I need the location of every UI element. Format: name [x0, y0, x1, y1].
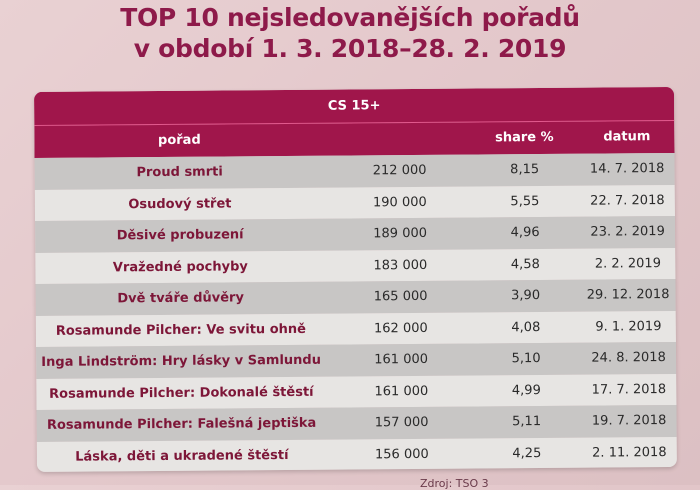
- date: 22. 7. 2018: [590, 192, 665, 209]
- viewers: 183 000: [373, 257, 428, 273]
- viewers: 157 000: [374, 414, 429, 431]
- column-headers: pořad share % datum: [34, 120, 675, 158]
- share: 4,99: [511, 382, 541, 398]
- table-row: Osudový střet 190 000 5,55 22. 7. 2018: [34, 184, 675, 221]
- viewers: 161 000: [374, 383, 429, 399]
- viewers: 190 000: [372, 194, 427, 210]
- share: 5,55: [510, 193, 540, 209]
- share: 4,58: [510, 256, 540, 272]
- title-line-2: v období 1. 3. 2018–28. 2. 2019: [133, 34, 567, 63]
- viewers: 162 000: [373, 320, 428, 336]
- date: 2. 2. 2019: [594, 255, 661, 272]
- column-header-share: share %: [495, 129, 554, 146]
- share: 8,15: [510, 162, 540, 178]
- table-row: Dvě tváře důvěry 165 000 3,90 29. 12. 20…: [35, 278, 676, 316]
- column-header-date: datum: [603, 129, 651, 145]
- ratings-table: CS 15+ pořad share % datum Proud smrti 2…: [34, 86, 677, 472]
- date: 17. 7. 2018: [591, 381, 667, 398]
- program-name: Proud smrti: [136, 164, 223, 181]
- date: 14. 7. 2018: [589, 161, 665, 177]
- date: 24. 8. 2018: [591, 350, 666, 366]
- column-header-viewers: [349, 123, 449, 124]
- title-line-1: TOP 10 nejsledovanějších pořadů: [120, 3, 580, 32]
- page-title: TOP 10 nejsledovanějších pořadů v období…: [0, 2, 700, 64]
- table-row: Rosamunde Pilcher: Dokonalé štěstí 161 0…: [36, 373, 677, 410]
- viewers: 161 000: [374, 351, 429, 368]
- share: 4,08: [511, 319, 541, 335]
- table-row: Děsivé probuzení 189 000 4,96 23. 2. 201…: [35, 215, 676, 253]
- table-row: Inga Lindström: Hry lásky v Samlundu 161…: [36, 341, 677, 379]
- program-name: Osudový střet: [128, 195, 232, 212]
- program-name: Rosamunde Pilcher: Falešná jeptiška: [46, 415, 317, 433]
- program-name: Děsivé probuzení: [116, 227, 244, 244]
- share: 5,11: [512, 414, 542, 430]
- program-name: Rosamunde Pilcher: Dokonalé štěstí: [49, 384, 314, 402]
- column-header-name: pořad: [157, 132, 201, 149]
- viewers: 156 000: [374, 446, 429, 462]
- table-row: Láska, děti a ukradené štěstí 156 000 4,…: [36, 436, 677, 472]
- date: 19. 7. 2018: [591, 413, 667, 429]
- share: 5,10: [511, 351, 541, 367]
- date: 23. 2. 2019: [590, 224, 665, 240]
- share: 4,96: [510, 225, 540, 241]
- program-name: Rosamunde Pilcher: Ve svitu ohně: [55, 321, 306, 339]
- viewers: 189 000: [373, 225, 428, 242]
- program-name: Láska, děti a ukradené štěstí: [75, 447, 289, 465]
- viewers: 165 000: [373, 288, 428, 305]
- program-name: Inga Lindström: Hry lásky v Samlundu: [41, 352, 322, 370]
- table-row: Vražedné pochyby 183 000 4,58 2. 2. 2019: [35, 247, 676, 284]
- share: 3,90: [511, 288, 541, 304]
- share: 4,25: [512, 445, 542, 461]
- source-note: Zdroj: TSO 3: [420, 477, 489, 490]
- date: 9. 1. 2019: [595, 318, 662, 335]
- table-body: Proud smrti 212 000 8,15 14. 7. 2018 Osu…: [34, 152, 677, 472]
- program-name: Vražedné pochyby: [112, 258, 248, 275]
- group-header: CS 15+: [34, 86, 675, 126]
- table-row: Rosamunde Pilcher: Falešná jeptiška 157 …: [36, 404, 677, 442]
- program-name: Dvě tváře důvěry: [117, 290, 244, 307]
- date: 2. 11. 2018: [592, 444, 667, 461]
- date: 29. 12. 2018: [586, 287, 670, 303]
- table-row: Proud smrti 212 000 8,15 14. 7. 2018: [34, 152, 675, 190]
- viewers: 212 000: [372, 162, 427, 179]
- table-row: Rosamunde Pilcher: Ve svitu ohně 162 000…: [35, 310, 676, 347]
